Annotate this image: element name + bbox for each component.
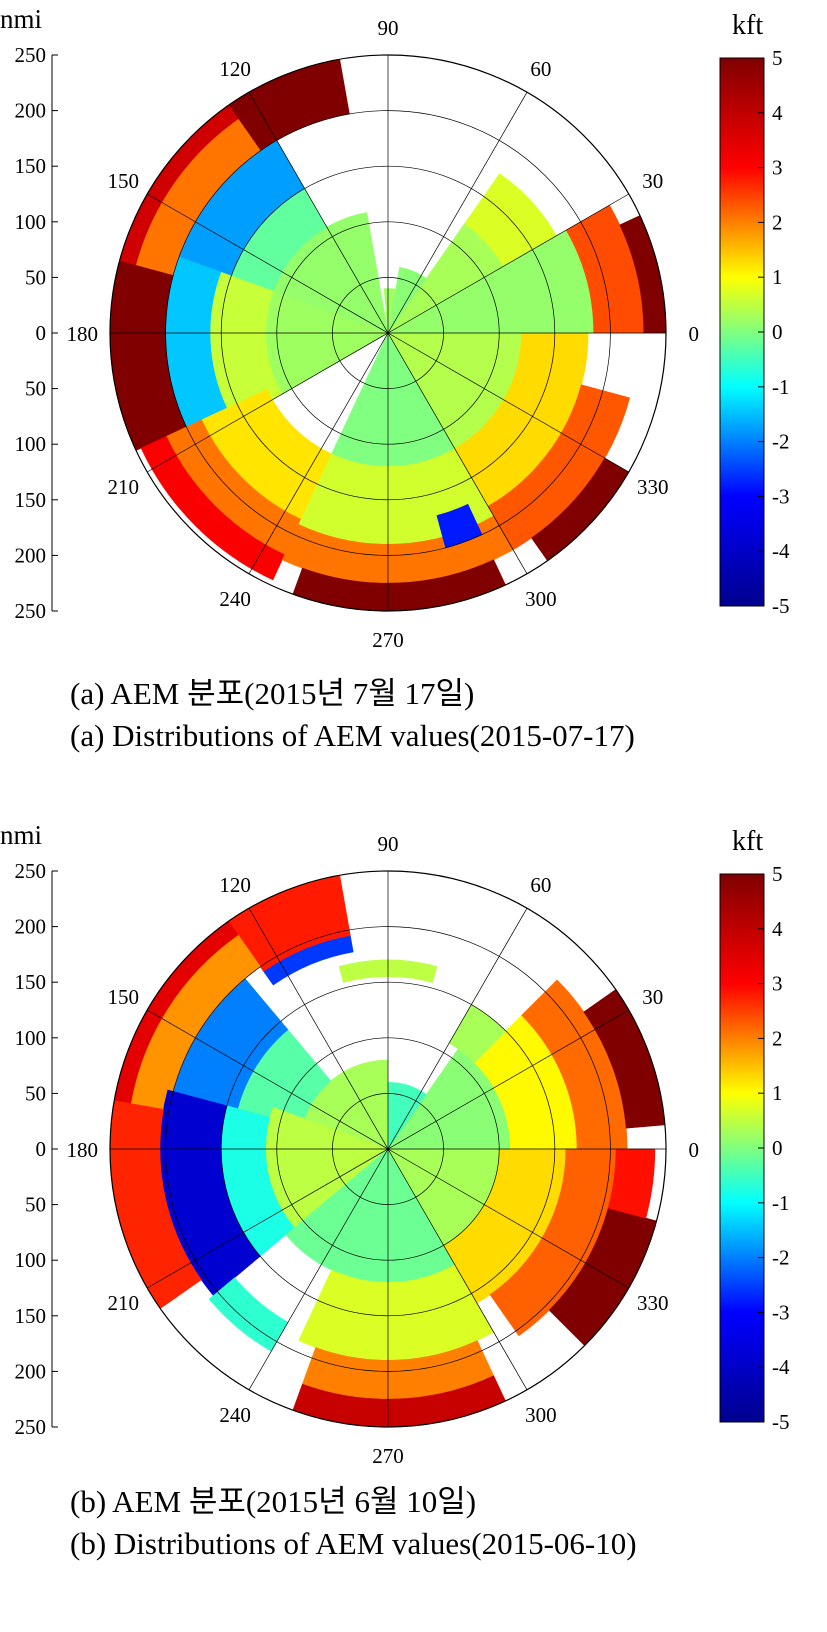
colorbar-tick-label: 0 (772, 1136, 783, 1160)
colorbar (719, 57, 765, 607)
grid-spoke (147, 193, 389, 334)
colorbar-tick-label: -3 (772, 1300, 790, 1324)
radial-tick-label: 100 (15, 1026, 47, 1050)
angle-label: 150 (107, 169, 139, 193)
grid-spoke (387, 193, 629, 334)
colorbar-tick-label: -3 (772, 484, 790, 508)
caption-english-a: (a) Distributions of AEM values(2015-07-… (70, 718, 635, 753)
radial-tick-label: 200 (15, 915, 47, 939)
angle-label: 120 (219, 57, 251, 81)
colorbar-tick-label: 2 (772, 210, 783, 234)
angle-label: 180 (66, 322, 98, 346)
angle-label: 60 (530, 873, 551, 897)
grid-spoke (387, 332, 629, 473)
radial-tick-label: 0 (36, 1137, 47, 1161)
grid-spoke (147, 1148, 389, 1289)
colorbar-tick-label: -2 (772, 1246, 790, 1270)
radial-tick-label: 150 (15, 488, 47, 512)
polar-heatmap-b: 9060300330300270240210180150120250200150… (0, 820, 790, 1468)
angle-label: 300 (525, 1403, 557, 1427)
radial-tick-label: 250 (15, 859, 47, 883)
colorbar-tick-label: 3 (772, 156, 783, 180)
data-sectors (109, 874, 666, 1428)
colorbar-tick-label: 5 (772, 862, 783, 886)
grid-spoke (248, 908, 389, 1150)
radial-tick-label: 150 (15, 1304, 47, 1328)
caption-english-b: (b) Distributions of AEM values(2015-06-… (70, 1526, 637, 1561)
angle-label: 330 (637, 475, 669, 499)
radial-tick-label: 50 (25, 377, 46, 401)
colorbar-label: kft (732, 10, 763, 41)
colorbar-tick-label: 5 (772, 46, 783, 70)
colorbar-tick-label: -5 (772, 594, 790, 618)
angle-label: 270 (372, 628, 404, 652)
grid-spoke (387, 1148, 629, 1289)
polar-heatmap-a: 9060300330300270240210180150120250200150… (0, 4, 790, 652)
colorbar-tick-label: -1 (772, 375, 790, 399)
colorbar-tick-label: 4 (772, 101, 783, 125)
grid-spoke (147, 332, 389, 473)
colorbar-tick-label: 4 (772, 917, 783, 941)
colorbar-tick-label: 0 (772, 320, 783, 344)
angle-label: 240 (219, 1403, 251, 1427)
radial-tick-label: 100 (15, 432, 47, 456)
grid-spoke (387, 1148, 528, 1390)
colorbar-tick-label: 1 (772, 1081, 783, 1105)
radial-tick-label: 100 (15, 210, 47, 234)
colorbar-tick-label: -4 (772, 539, 790, 563)
angle-label: 0 (689, 322, 700, 346)
radial-unit-label: nmi (0, 4, 42, 34)
angle-label: 30 (642, 985, 663, 1009)
angle-label: 330 (637, 1291, 669, 1315)
angle-label: 150 (107, 985, 139, 1009)
caption-korean-b: (b) AEM 분포(2015년 6월 10일) (70, 1484, 477, 1519)
radial-tick-label: 200 (15, 543, 47, 567)
grid-spoke (147, 1009, 389, 1150)
colorbar-tick-label: -2 (772, 430, 790, 454)
colorbar (719, 873, 765, 1423)
angle-label: 210 (107, 1291, 139, 1315)
data-sector (383, 288, 397, 334)
angle-label: 90 (378, 16, 399, 40)
colorbar-tick-label: -4 (772, 1355, 790, 1379)
angle-label: 300 (525, 587, 557, 611)
radial-tick-label: 50 (25, 265, 46, 289)
grid-spoke (248, 1148, 389, 1390)
radial-tick-label: 50 (25, 1081, 46, 1105)
colorbar-tick-label: -1 (772, 1191, 790, 1215)
grid-spoke (387, 332, 528, 574)
radial-tick-label: 200 (15, 1359, 47, 1383)
radial-unit-label: nmi (0, 820, 42, 850)
radial-tick-label: 0 (36, 321, 47, 345)
radial-tick-label: 200 (15, 99, 47, 123)
radial-tick-label: 250 (15, 599, 47, 623)
grid-spoke (387, 908, 528, 1150)
angle-label: 0 (689, 1138, 700, 1162)
radial-tick-label: 150 (15, 154, 47, 178)
radial-tick-label: 50 (25, 1193, 46, 1217)
colorbar-tick-label: -5 (772, 1410, 790, 1434)
radial-tick-label: 100 (15, 1248, 47, 1272)
colorbar-label: kft (732, 826, 763, 857)
angle-label: 240 (219, 587, 251, 611)
angle-label: 30 (642, 169, 663, 193)
colorbar-tick-label: 2 (772, 1026, 783, 1050)
caption-korean-a: (a) AEM 분포(2015년 7월 17일) (70, 676, 475, 711)
angle-label: 60 (530, 57, 551, 81)
grid-spoke (248, 332, 389, 574)
radial-tick-label: 250 (15, 43, 47, 67)
angle-label: 210 (107, 475, 139, 499)
data-sectors (109, 58, 667, 612)
angle-label: 180 (66, 1138, 98, 1162)
angle-label: 120 (219, 873, 251, 897)
angle-label: 90 (378, 832, 399, 856)
grid-spoke (248, 92, 389, 334)
colorbar-tick-label: 3 (772, 972, 783, 996)
radial-tick-label: 250 (15, 1415, 47, 1439)
angle-label: 270 (372, 1444, 404, 1468)
grid-spoke (387, 92, 528, 334)
radial-tick-label: 150 (15, 970, 47, 994)
colorbar-tick-label: 1 (772, 265, 783, 289)
grid-spoke (387, 1009, 629, 1150)
